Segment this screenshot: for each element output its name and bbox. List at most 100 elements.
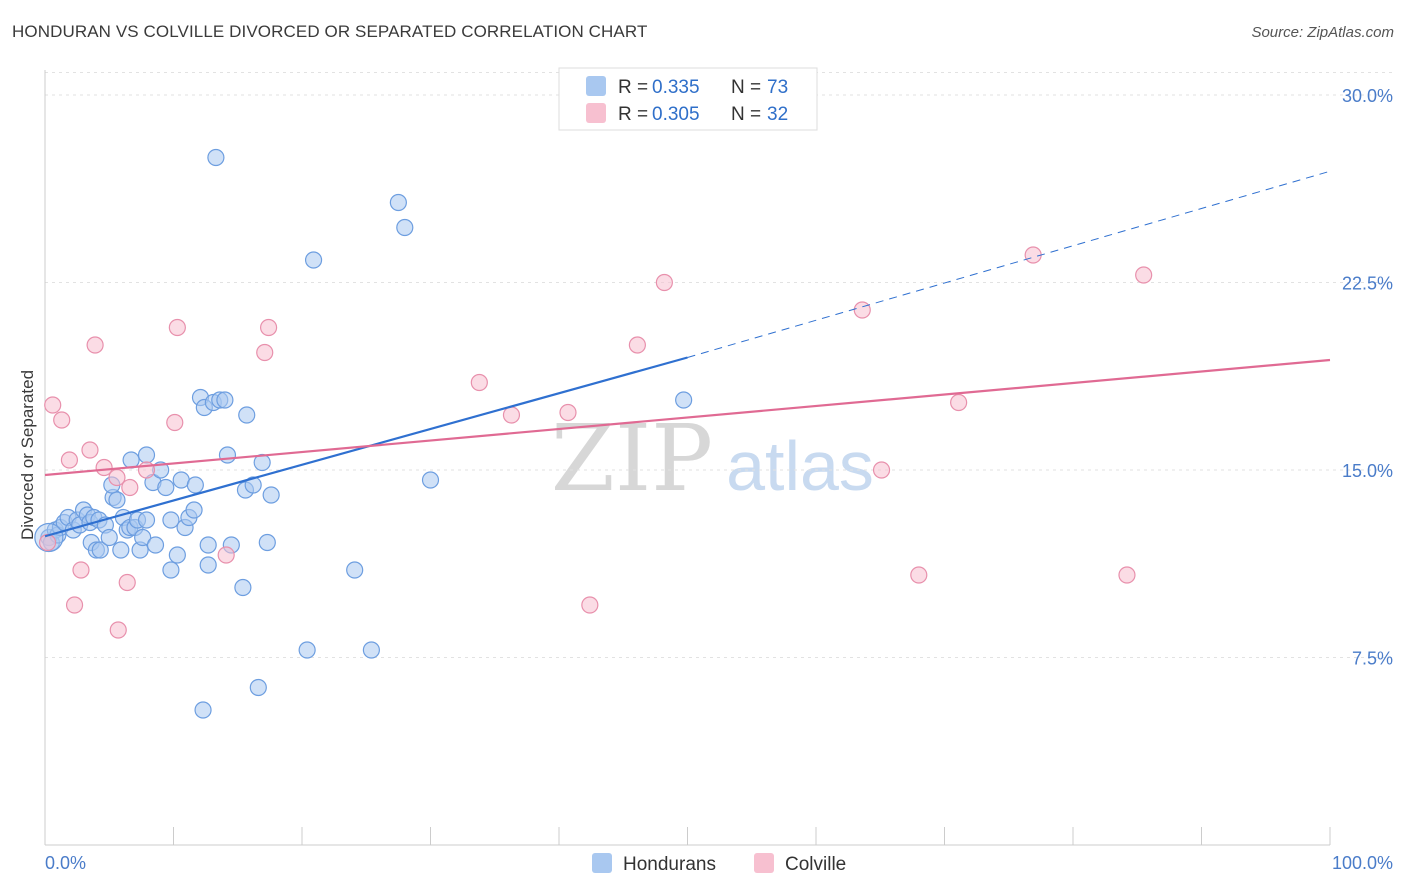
honduran-point <box>146 536 165 554</box>
colville-point <box>872 461 891 479</box>
honduran-point <box>108 491 126 509</box>
honduran-point <box>91 541 109 559</box>
trend-line-colville <box>44 358 1331 477</box>
honduran-point <box>112 541 130 559</box>
colville-point <box>81 441 99 459</box>
honduran-point <box>185 501 203 519</box>
colville-point <box>168 318 186 337</box>
honduran-point <box>396 218 414 237</box>
chart-title: HONDURAN VS COLVILLE DIVORCED OR SEPARAT… <box>12 22 648 41</box>
honduran-point <box>162 511 180 529</box>
legend-r-label-colville: R = <box>618 104 648 125</box>
legend-n-label-colville: N = <box>731 104 761 125</box>
honduran-point <box>168 546 186 564</box>
colville-point <box>950 393 968 412</box>
honduran-point <box>421 471 440 489</box>
colville-point <box>109 621 127 639</box>
colville-point <box>95 458 113 477</box>
honduran-point <box>258 533 276 552</box>
legend-n-label-hondurans: N = <box>731 77 761 98</box>
honduran-point <box>216 391 234 409</box>
legend-r-label-hondurans: R = <box>618 77 648 98</box>
bottom-legend-swatch-colville <box>754 853 774 873</box>
colville-point <box>470 373 488 392</box>
honduran-point <box>137 511 156 529</box>
honduran-point <box>234 578 252 597</box>
source-label: Source: ZipAtlas.com <box>1251 24 1394 41</box>
colville-point <box>628 336 646 354</box>
axes <box>44 70 1331 846</box>
y-tick-label: 22.5% <box>1342 274 1393 294</box>
watermark: ZIP atlas <box>551 405 874 512</box>
honduran-point <box>675 391 693 409</box>
bottom-legend-label-colville: Colville <box>785 854 846 875</box>
y-axis-title: Divorced or Separated <box>18 370 37 540</box>
watermark-zip: ZIP <box>551 405 713 512</box>
colville-point <box>1118 566 1136 584</box>
colville-point <box>1024 246 1042 264</box>
honduran-point <box>207 148 225 167</box>
honduran-point <box>199 536 217 554</box>
trend-lines <box>44 170 1331 538</box>
colville-point <box>38 533 57 552</box>
honduran-point <box>244 476 262 494</box>
honduran-point <box>346 561 364 579</box>
colville-point <box>65 596 84 614</box>
legend-swatch-colville <box>586 103 606 123</box>
bottom-legend-label-hondurans: Hondurans <box>623 854 716 875</box>
legend-r-value-hondurans: 0.335 <box>652 77 700 98</box>
colville-point <box>118 573 136 592</box>
honduran-point <box>134 528 152 547</box>
legend-n-value-colville: 32 <box>767 104 788 125</box>
colville-point <box>217 546 235 564</box>
colville-point <box>581 596 599 614</box>
colville-point <box>166 413 184 432</box>
honduran-point <box>304 251 323 269</box>
legend-r-value-colville: 0.305 <box>652 104 700 125</box>
colville-point <box>72 561 90 579</box>
legend: R = 0.335 N = 73 R = 0.305 N = 32 <box>558 67 818 131</box>
series-colville <box>38 246 1153 639</box>
colville-point <box>121 478 139 497</box>
colville-point <box>502 406 521 424</box>
colville-point <box>44 396 62 414</box>
colville-point <box>60 451 79 469</box>
honduran-point <box>137 446 156 464</box>
y-tick-label: 7.5% <box>1352 649 1393 669</box>
x-tick-label-min: 0.0% <box>45 853 86 873</box>
watermark-atlas: atlas <box>726 427 874 505</box>
honduran-point <box>162 561 180 579</box>
honduran-point <box>389 193 407 212</box>
honduran-point <box>249 678 267 697</box>
colville-point <box>559 403 577 422</box>
bottom-legend: Hondurans Colville <box>592 853 846 875</box>
honduran-point <box>194 701 212 719</box>
honduran-point <box>262 486 280 504</box>
colville-point <box>1135 266 1153 284</box>
y-tick-labels: 7.5% 15.0% 22.5% 30.0% <box>1342 86 1393 669</box>
honduran-point <box>122 451 140 469</box>
colville-point <box>259 318 278 337</box>
colville-point <box>655 273 673 292</box>
honduran-point <box>298 641 316 659</box>
colville-point <box>256 343 274 362</box>
colville-point <box>53 411 71 429</box>
colville-point <box>853 301 871 319</box>
colville-point <box>910 566 928 584</box>
legend-swatch-hondurans <box>586 76 606 96</box>
honduran-point <box>218 446 237 464</box>
legend-n-value-hondurans: 73 <box>767 77 788 98</box>
honduran-point <box>199 556 217 574</box>
honduran-point <box>186 476 204 494</box>
colville-point <box>86 336 104 354</box>
trend-line-hondurans-extension <box>687 170 1331 358</box>
honduran-point <box>238 406 256 424</box>
bottom-legend-swatch-hondurans <box>592 853 612 873</box>
honduran-point <box>157 478 175 497</box>
x-tick-labels: 0.0% 100.0% <box>45 853 1393 873</box>
x-tick-label-max: 100.0% <box>1332 853 1393 873</box>
y-tick-label: 30.0% <box>1342 86 1393 106</box>
y-tick-label: 15.0% <box>1342 461 1393 481</box>
honduran-point <box>100 528 118 547</box>
